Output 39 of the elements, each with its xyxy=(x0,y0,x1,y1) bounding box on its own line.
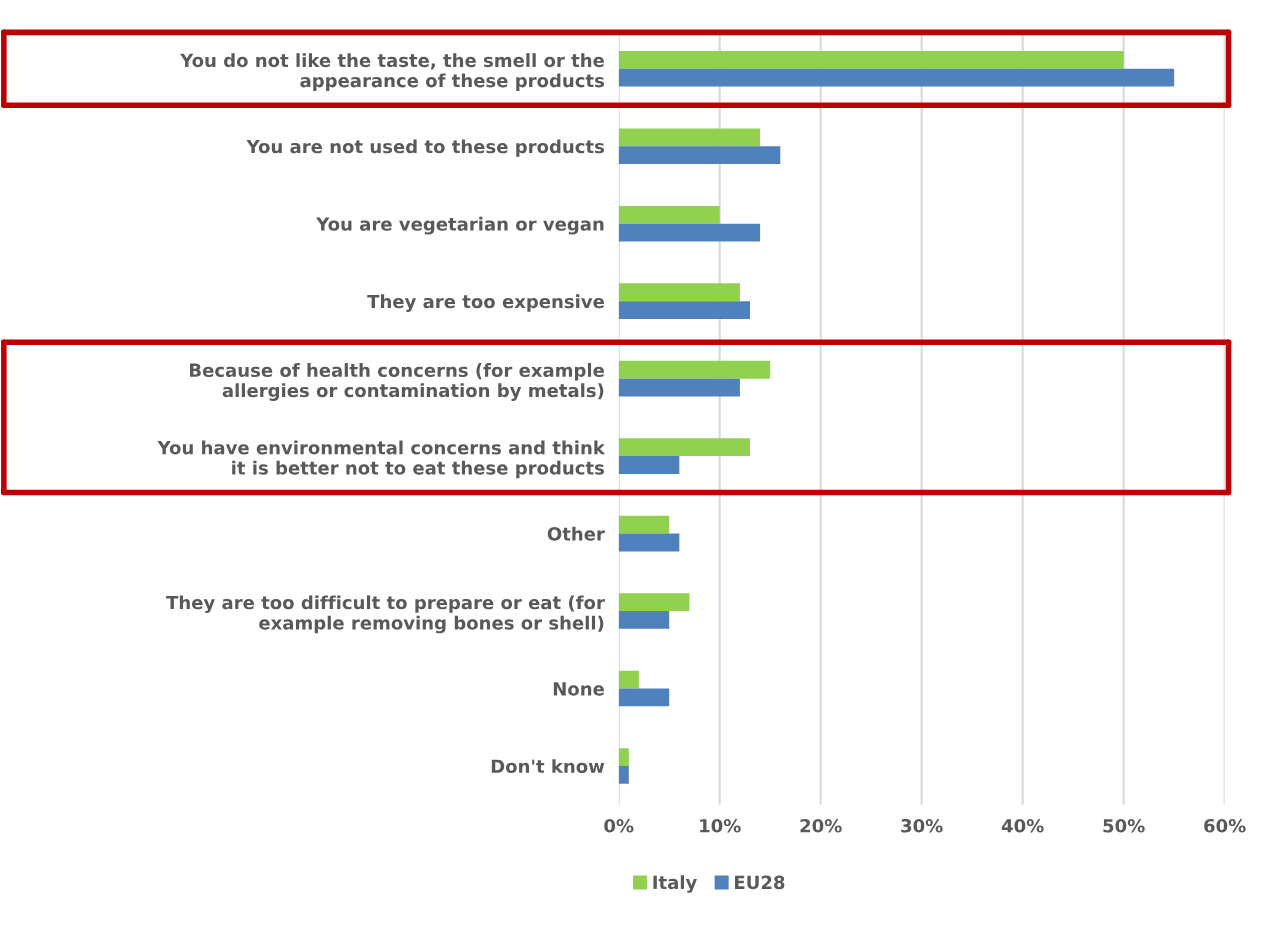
y-tick-label: Other xyxy=(547,526,605,541)
y-tick-label: None xyxy=(553,682,604,696)
bar xyxy=(618,611,670,629)
bar xyxy=(618,50,1124,69)
bar xyxy=(618,670,639,689)
y-tick-label: They are too expensive xyxy=(367,294,604,312)
y-tick-label: Because of health concerns (for example allergies or contamination by metals) xyxy=(190,363,604,401)
bar xyxy=(618,283,740,302)
bar xyxy=(618,378,740,397)
legend-label: EU28 xyxy=(735,875,785,890)
bar xyxy=(618,515,670,534)
bar xyxy=(618,205,720,224)
y-tick-label: You do not like the taste, the smell or the appearance of these products xyxy=(180,53,604,91)
bar xyxy=(618,438,750,457)
x-tick-label: 50% xyxy=(1103,818,1145,833)
x-tick-label: 20% xyxy=(800,818,842,833)
x-tick-label: 30% xyxy=(901,818,943,833)
bar xyxy=(618,223,761,242)
bar xyxy=(618,68,1175,87)
bar xyxy=(618,748,629,766)
bar xyxy=(618,765,629,784)
y-tick-label: You are vegetarian or vegan xyxy=(316,216,604,235)
bar xyxy=(618,533,680,552)
y-tick-label: Don't know xyxy=(491,759,605,774)
x-tick-label: 0% xyxy=(604,818,634,833)
x-tick-label: 40% xyxy=(1001,818,1044,833)
bar xyxy=(618,128,761,147)
bar xyxy=(618,593,690,612)
bar xyxy=(618,360,771,379)
bar xyxy=(618,456,680,474)
x-tick-label: 10% xyxy=(700,818,741,833)
bar xyxy=(618,301,750,319)
legend-label: Italy xyxy=(653,875,697,893)
bar xyxy=(618,688,670,707)
x-tick-label: 60% xyxy=(1204,818,1246,833)
y-tick-label: They are too difficult to prepare or eat (for example removing bones or shell) xyxy=(166,595,605,634)
bar xyxy=(618,146,781,165)
y-tick-label: You have environmental concerns and think it is better not to eat these products xyxy=(157,440,606,479)
y-tick-label: You are not used to these products xyxy=(246,139,604,157)
